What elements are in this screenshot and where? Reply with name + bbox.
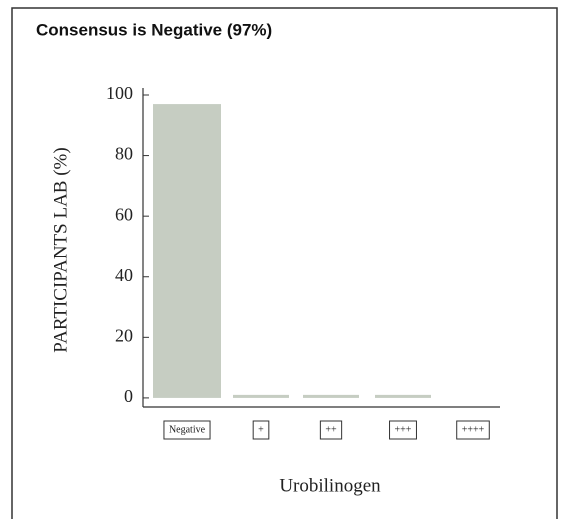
- y-tick-label: 0: [124, 386, 133, 406]
- x-tick-box: [319, 420, 343, 440]
- bar: [153, 104, 221, 398]
- y-tick-label: 40: [115, 265, 133, 285]
- x-tick-box: [456, 420, 490, 440]
- y-tick-label: 80: [115, 144, 133, 164]
- x-tick-label: ++++: [462, 424, 485, 435]
- x-tick-box: [163, 420, 211, 440]
- x-tick-box: [252, 420, 270, 440]
- x-tick-box: [389, 420, 417, 440]
- y-tick-label: 60: [115, 204, 133, 224]
- bar: [233, 394, 289, 398]
- chart-title: Consensus is Negative (97%): [36, 20, 272, 39]
- x-tick-label: ++: [325, 424, 337, 435]
- y-axis-label: PARTICIPANTS LAB (%): [50, 147, 71, 352]
- x-axis-label: Urobilinogen: [279, 475, 381, 496]
- x-tick-label: Negative: [169, 424, 206, 435]
- bar: [303, 394, 359, 398]
- y-tick-label: 20: [115, 325, 133, 345]
- x-tick-label: +++: [395, 424, 412, 435]
- y-tick-label: 100: [106, 83, 133, 103]
- frame: [11, 7, 558, 519]
- bar: [375, 394, 431, 398]
- x-tick-label: +: [258, 424, 264, 435]
